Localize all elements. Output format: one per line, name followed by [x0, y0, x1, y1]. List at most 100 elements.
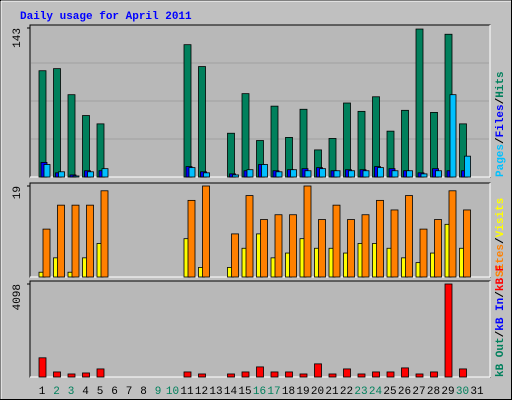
bar: [245, 195, 254, 278]
bar: [38, 357, 47, 378]
x-tick-label: 13: [209, 386, 222, 398]
bar: [67, 94, 76, 178]
bar: [406, 170, 413, 178]
bar: [343, 368, 351, 378]
x-tick-label: 1: [39, 386, 46, 398]
x-tick-label: 5: [97, 386, 104, 398]
bar: [463, 209, 471, 278]
legend-entry: Files: [495, 104, 507, 137]
bar: [183, 44, 192, 178]
bar: [187, 199, 196, 278]
bar: [232, 174, 239, 178]
x-tick-label: 20: [311, 386, 324, 398]
bar: [183, 371, 192, 378]
bar: [285, 371, 293, 378]
legend-separator: /: [495, 237, 507, 244]
bar: [362, 170, 370, 178]
x-tick-label: 16: [253, 386, 266, 398]
x-tick-label: 7: [126, 386, 133, 398]
legend-separator: /: [495, 291, 507, 298]
bar: [357, 373, 366, 378]
legend-entry: kB F: [495, 265, 507, 291]
bar: [260, 219, 268, 278]
legend: Pages/Files/Hits: [495, 71, 507, 177]
bar: [333, 170, 341, 178]
bar: [58, 171, 65, 178]
bar: [318, 219, 326, 278]
bar: [415, 28, 424, 178]
bar: [261, 164, 268, 178]
x-tick-label: 21: [325, 386, 339, 398]
bar: [376, 199, 384, 278]
bar: [246, 169, 254, 178]
x-tick-label: 26: [398, 386, 411, 398]
bar: [290, 169, 297, 178]
bar: [372, 96, 380, 178]
bar: [430, 371, 438, 378]
bar: [82, 372, 90, 378]
bar: [448, 190, 457, 278]
bar: [347, 219, 355, 278]
x-tick-label: 12: [195, 386, 208, 398]
bar: [227, 132, 235, 178]
x-tick-label: 2: [53, 386, 60, 398]
legend-separator: /: [495, 330, 507, 337]
bar: [401, 109, 409, 178]
bar: [227, 373, 235, 378]
legend: Sites/Visits: [495, 198, 507, 277]
chart-title: Daily usage for April 2011: [20, 11, 192, 23]
x-tick-label: 25: [383, 386, 396, 398]
bar: [420, 173, 428, 178]
x-tick-label: 14: [224, 386, 238, 398]
bar: [377, 167, 384, 178]
x-tick-label: 28: [427, 386, 440, 398]
bar: [299, 373, 308, 378]
bar: [314, 363, 322, 378]
legend-separator: /: [495, 97, 507, 104]
bar: [188, 167, 196, 178]
bar: [332, 204, 341, 278]
bar: [361, 214, 370, 278]
bar: [434, 219, 442, 278]
bar: [202, 185, 210, 278]
legend-entry: kB In: [495, 298, 507, 331]
bar: [303, 185, 312, 278]
x-tick-label: 27: [412, 386, 425, 398]
bar: [241, 93, 250, 178]
bar: [275, 171, 283, 178]
x-tick-label: 19: [296, 386, 309, 398]
bar: [415, 373, 424, 378]
legend-entry: kB Out: [495, 337, 507, 377]
bar: [372, 371, 380, 378]
bar: [256, 366, 264, 378]
x-tick-label: 17: [267, 386, 280, 398]
bar: [405, 195, 413, 278]
y-tick-label: 4098: [12, 284, 24, 310]
x-tick-label: 30: [456, 386, 469, 398]
bar: [87, 171, 94, 178]
bar: [319, 168, 326, 178]
x-tick-label: 29: [441, 386, 454, 398]
bar: [304, 170, 312, 178]
bar: [71, 204, 80, 278]
bar: [67, 373, 76, 378]
x-tick-label: 8: [140, 386, 147, 398]
bar: [390, 209, 399, 278]
x-tick-label: 31: [470, 386, 484, 398]
x-tick-label: 9: [155, 386, 162, 398]
x-tick-label: 6: [111, 386, 118, 398]
bar: [289, 214, 297, 278]
bar: [203, 172, 210, 178]
x-tick-label: 22: [340, 386, 353, 398]
legend-entry: Sites: [495, 244, 507, 277]
bar: [82, 115, 90, 178]
bar: [419, 228, 428, 278]
y-tick-label: 19: [12, 186, 24, 199]
bar: [386, 371, 395, 378]
legend-separator: /: [495, 137, 507, 144]
x-tick-label: 10: [166, 386, 179, 398]
bar: [96, 368, 105, 378]
y-tick-label: 143: [12, 28, 24, 48]
bar: [343, 102, 351, 178]
